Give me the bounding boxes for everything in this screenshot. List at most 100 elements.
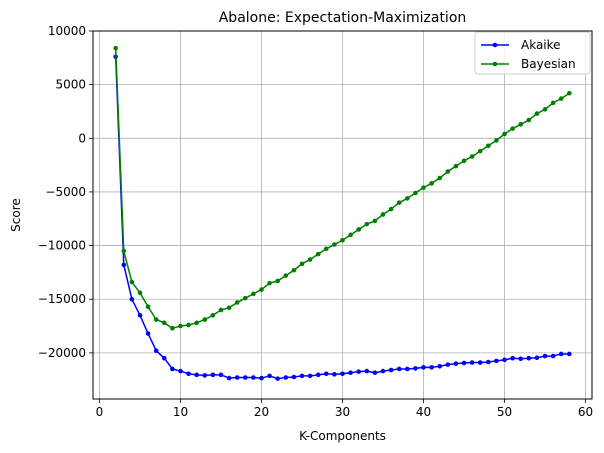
data-point-akaike bbox=[396, 366, 402, 372]
data-point-bayesian bbox=[194, 320, 199, 326]
data-point-akaike bbox=[429, 365, 434, 370]
data-point-akaike bbox=[413, 366, 418, 371]
data-point-akaike bbox=[502, 357, 507, 363]
series-akaike bbox=[113, 54, 572, 381]
data-point-bayesian bbox=[121, 248, 127, 254]
data-point-bayesian bbox=[242, 295, 248, 301]
data-point-akaike bbox=[226, 375, 232, 381]
data-point-bayesian bbox=[380, 212, 386, 217]
data-point-bayesian bbox=[437, 175, 443, 181]
data-point-akaike bbox=[202, 373, 208, 378]
data-point-akaike bbox=[170, 366, 175, 372]
data-point-bayesian bbox=[137, 290, 143, 296]
data-point-bayesian bbox=[340, 237, 345, 243]
data-point-bayesian bbox=[113, 45, 118, 51]
data-point-akaike bbox=[567, 351, 572, 357]
x-tick-label: 40 bbox=[416, 405, 431, 419]
legend-marker-bayesian bbox=[492, 61, 498, 67]
data-point-bayesian bbox=[348, 232, 353, 238]
data-point-bayesian bbox=[421, 185, 426, 190]
data-point-bayesian bbox=[259, 287, 264, 292]
data-point-akaike bbox=[405, 366, 410, 372]
data-point-bayesian bbox=[372, 218, 378, 224]
data-point-bayesian bbox=[469, 154, 475, 159]
data-point-bayesian bbox=[129, 279, 135, 285]
data-point-akaike bbox=[275, 376, 280, 381]
data-point-akaike bbox=[510, 355, 515, 361]
data-point-akaike bbox=[445, 362, 451, 367]
data-point-bayesian bbox=[558, 96, 564, 101]
data-point-akaike bbox=[356, 369, 362, 374]
data-point-bayesian bbox=[275, 278, 280, 284]
data-point-bayesian bbox=[251, 291, 256, 297]
x-tick-label: 60 bbox=[578, 405, 593, 419]
data-point-akaike bbox=[372, 370, 378, 376]
y-tick-label: −5000 bbox=[45, 185, 86, 199]
data-point-akaike bbox=[121, 262, 127, 268]
data-point-akaike bbox=[315, 372, 321, 378]
y-axis-label: Score bbox=[9, 198, 23, 232]
data-point-bayesian bbox=[161, 320, 167, 326]
grid-lines bbox=[93, 30, 592, 399]
data-point-bayesian bbox=[202, 317, 208, 322]
data-point-akaike bbox=[388, 367, 394, 373]
data-point-bayesian bbox=[429, 181, 434, 186]
data-point-bayesian bbox=[267, 280, 272, 286]
x-tick-label: 30 bbox=[335, 405, 350, 419]
data-point-bayesian bbox=[405, 196, 410, 201]
data-point-akaike bbox=[129, 296, 135, 302]
y-tick-label: −20000 bbox=[38, 346, 86, 360]
legend-label-akaike: Akaike bbox=[521, 38, 561, 52]
legend-marker-akaike bbox=[492, 42, 498, 48]
data-point-bayesian bbox=[234, 300, 240, 305]
data-point-akaike bbox=[461, 360, 467, 366]
y-tick-label: 10000 bbox=[48, 24, 86, 38]
data-point-bayesian bbox=[218, 307, 224, 313]
data-point-akaike bbox=[259, 375, 264, 381]
data-point-akaike bbox=[348, 370, 353, 376]
data-point-bayesian bbox=[445, 169, 451, 174]
data-point-akaike bbox=[267, 373, 272, 379]
y-tick-label: −15000 bbox=[38, 292, 86, 306]
data-point-bayesian bbox=[526, 117, 532, 123]
data-point-akaike bbox=[161, 355, 167, 361]
data-point-bayesian bbox=[388, 206, 394, 212]
data-point-bayesian bbox=[145, 304, 151, 310]
data-point-akaike bbox=[550, 353, 556, 359]
x-axis-label: K-Components bbox=[299, 429, 386, 443]
data-point-bayesian bbox=[518, 122, 524, 127]
data-point-bayesian bbox=[486, 143, 491, 149]
data-point-akaike bbox=[324, 371, 329, 377]
data-point-bayesian bbox=[461, 158, 467, 164]
data-point-akaike bbox=[534, 355, 540, 360]
data-point-akaike bbox=[186, 371, 191, 377]
data-point-akaike bbox=[421, 365, 426, 370]
data-point-akaike bbox=[137, 313, 143, 318]
data-point-akaike bbox=[234, 375, 240, 380]
data-point-bayesian bbox=[315, 251, 321, 257]
data-point-akaike bbox=[486, 359, 491, 365]
data-point-akaike bbox=[299, 373, 305, 379]
data-point-bayesian bbox=[494, 138, 499, 143]
legend-label-bayesian: Bayesian bbox=[521, 57, 576, 71]
data-point-akaike bbox=[437, 363, 443, 369]
data-point-bayesian bbox=[550, 100, 556, 106]
data-point-bayesian bbox=[153, 317, 159, 322]
data-point-bayesian bbox=[332, 242, 337, 247]
data-point-bayesian bbox=[413, 190, 418, 196]
y-tick-label: 5000 bbox=[55, 78, 86, 92]
y-tick-label: 0 bbox=[78, 131, 86, 145]
data-point-bayesian bbox=[396, 200, 402, 205]
data-point-akaike bbox=[242, 375, 248, 380]
data-point-akaike bbox=[364, 368, 370, 374]
data-point-akaike bbox=[251, 375, 256, 380]
data-point-bayesian bbox=[356, 227, 362, 232]
y-tick-label: −10000 bbox=[38, 239, 86, 253]
data-point-akaike bbox=[194, 372, 199, 378]
data-point-bayesian bbox=[226, 305, 232, 311]
data-point-bayesian bbox=[534, 111, 540, 116]
data-point-bayesian bbox=[170, 325, 175, 331]
data-point-akaike bbox=[453, 361, 459, 366]
